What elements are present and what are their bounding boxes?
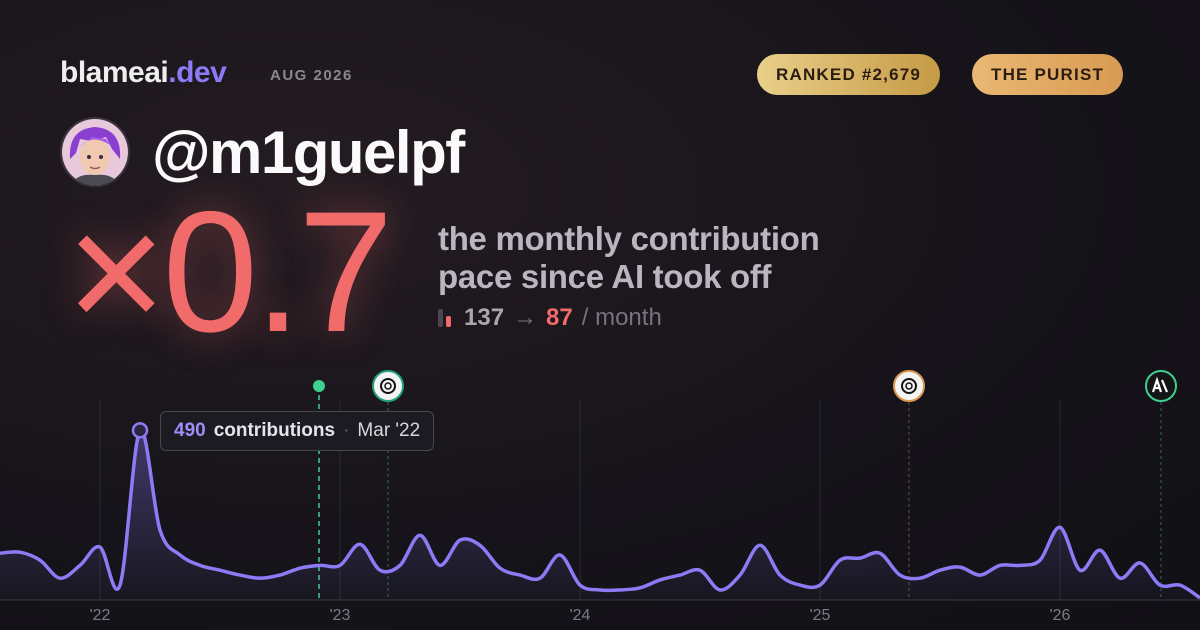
x-tick-label: '23 (330, 607, 351, 624)
x-tick-label: '22 (90, 607, 111, 624)
tooltip-separator: · (343, 420, 350, 441)
period: AUG 2026 (270, 67, 353, 84)
area (0, 429, 1200, 600)
tooltip-value: 490 (174, 420, 206, 441)
brand-suffix: .dev (168, 56, 227, 89)
x-tick-label: '25 (810, 607, 831, 624)
pace: 137 → 87 / month (438, 304, 662, 332)
persona-badge: THE PURIST (972, 54, 1124, 95)
rank-badge: RANKED #2,679 (757, 54, 941, 95)
anthropic-icon (1145, 370, 1177, 402)
pace-before: 137 (464, 304, 505, 331)
multiplier: ×0.7 (66, 176, 394, 368)
x-tick-label: '26 (1050, 607, 1071, 624)
description-line: pace since AI took off (438, 258, 772, 295)
pace-after: 87 (546, 304, 573, 331)
openai-icon (372, 370, 404, 402)
avatar (60, 117, 130, 187)
pace-unit: / month (581, 304, 662, 331)
handle: @m1guelpf (152, 119, 465, 186)
highlight-point (131, 422, 149, 439)
line (0, 428, 1200, 600)
pace-icon (438, 309, 451, 327)
avatar-art (62, 119, 128, 185)
tooltip: 490 contributions · Mar '22 (160, 411, 435, 451)
openai-icon (893, 370, 925, 402)
pace-arrow: → (513, 304, 538, 331)
events (313, 370, 1177, 600)
tooltip-unit: contributions (213, 420, 336, 441)
description-line: the monthly contribution (438, 220, 820, 257)
x-tick-label: '24 (570, 607, 591, 624)
event-dot (313, 380, 325, 392)
tooltip-date: Mar '22 (357, 420, 421, 441)
brand: blameai.dev (60, 56, 227, 90)
brand-name: blameai (60, 56, 169, 89)
